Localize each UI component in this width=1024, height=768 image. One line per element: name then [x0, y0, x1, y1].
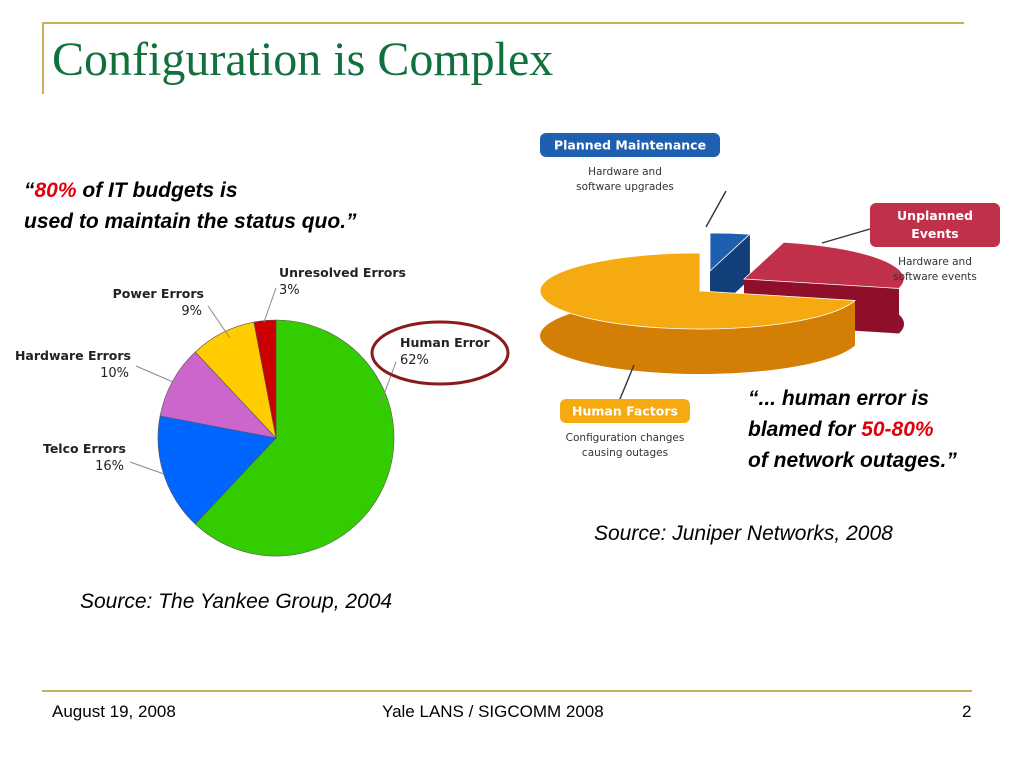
source-yankee-group: Source: The Yankee Group, 2004: [80, 590, 393, 613]
pie1-value-hardware-errors: 10%: [100, 366, 129, 381]
quote-right-line2: blamed for 50-80%: [748, 414, 957, 445]
pie2-label-human-factors: Human Factors: [572, 404, 678, 419]
pie1-leader-lines: [129, 287, 397, 475]
pie1-value-power-errors: 9%: [181, 304, 202, 319]
pie2-label-planned-maintenance: Planned Maintenance: [554, 138, 706, 153]
pie2-slices: [539, 232, 905, 374]
pie2-desc-unplanned-events-1: software events: [893, 271, 977, 283]
human-error-highlight-circle: [370, 320, 510, 386]
quote-left-rest: of IT budgets is: [76, 179, 238, 202]
accent-bar-horizontal: [42, 22, 964, 24]
pie1-leader-telco-errors: [129, 461, 165, 475]
quote-left-highlight: 80%: [34, 179, 77, 202]
quote-right-line3: of network outages.”: [748, 449, 957, 472]
pie1-slice-hardware-errors: [159, 351, 277, 439]
pie2-desc-human-factors-0: Configuration changes: [566, 432, 685, 444]
pie1-label-power-errors: Power Errors: [113, 286, 204, 301]
pie1-slices: [157, 319, 395, 557]
quote-right-highlight: 50-80%: [861, 418, 934, 441]
pie2-pill-human-factors: [560, 399, 690, 423]
pie2-pill-planned-maintenance: [540, 133, 720, 157]
pie1-leader-hardware-errors: [135, 365, 181, 386]
pie2-pill-unplanned-events: [870, 203, 1000, 247]
quote-right-line1: “... human error is: [748, 387, 929, 410]
pie2-leader-unplanned-events: [821, 228, 871, 244]
pie2-leader-planned-maintenance: [705, 190, 727, 228]
pie1-value-telco-errors: 16%: [95, 459, 124, 474]
pie2-label-unplanned-events-0: Unplanned: [897, 208, 973, 223]
footer-page-number: 2: [962, 702, 972, 721]
quote-left-line2: used to maintain the status quo.”: [24, 210, 357, 233]
accent-bar-vertical: [42, 22, 44, 94]
pie2-slice-human-factors: [539, 252, 856, 330]
footer-date: August 19, 2008: [52, 702, 176, 721]
pie2-slice-planned-maintenance: [709, 232, 751, 272]
pie1-label-telco-errors: Telco Errors: [43, 441, 126, 456]
pie2-desc-planned-maintenance-0: Hardware and: [588, 166, 662, 178]
pie1-leader-human-error: [379, 361, 397, 406]
outage-causes-3d-pie-chart: Planned Maintenance Hardware and software …: [539, 133, 1000, 459]
pie1-label-human-error: Human Error: [400, 335, 491, 350]
pie2-label-unplanned-events-1: Events: [911, 226, 958, 241]
pie2-desc-human-factors-1: causing outages: [582, 447, 668, 459]
pie1-label-hardware-errors: Hardware Errors: [15, 348, 131, 363]
pie1-labels: Human Error 62% Telco Errors 16% Hardware Er…: [15, 265, 491, 474]
quote-open-mark: “: [24, 179, 35, 202]
source-juniper-networks: Source: Juniper Networks, 2008: [594, 522, 893, 545]
pie1-leader-power-errors: [207, 305, 231, 339]
pie1-leader-unresolved-errors: [263, 287, 277, 323]
quote-human-error: “... human error is blamed for 50-80% of…: [748, 383, 957, 476]
pie2-desc-planned-maintenance-1: software upgrades: [576, 181, 674, 193]
pie1-slice-telco-errors: [157, 415, 277, 525]
quote-it-budgets: “80% of IT budgets is used to maintain t…: [24, 175, 357, 237]
error-causes-pie-chart: Human Error 62% Telco Errors 16% Hardware Er…: [15, 265, 510, 557]
quote-left-line1: “80% of IT budgets is: [24, 175, 357, 206]
footer-divider: [42, 690, 972, 692]
pie2-desc-unplanned-events-0: Hardware and: [898, 256, 972, 268]
pie2-slice-unplanned-events: [743, 241, 905, 289]
pie1-slice-human-error: [194, 319, 395, 557]
pie2-callouts: Planned Maintenance Hardware and software …: [540, 133, 1000, 459]
pie1-value-human-error: 62%: [400, 353, 429, 368]
slide-title: Configuration is Complex: [52, 33, 554, 86]
footer-conference: Yale LANS / SIGCOMM 2008: [382, 702, 604, 721]
quote-right-prefix: blamed for: [748, 418, 862, 441]
pie1-label-unresolved-errors: Unresolved Errors: [279, 265, 406, 280]
pie2-leader-human-factors: [619, 364, 635, 400]
pie1-value-unresolved-errors: 3%: [279, 283, 300, 298]
